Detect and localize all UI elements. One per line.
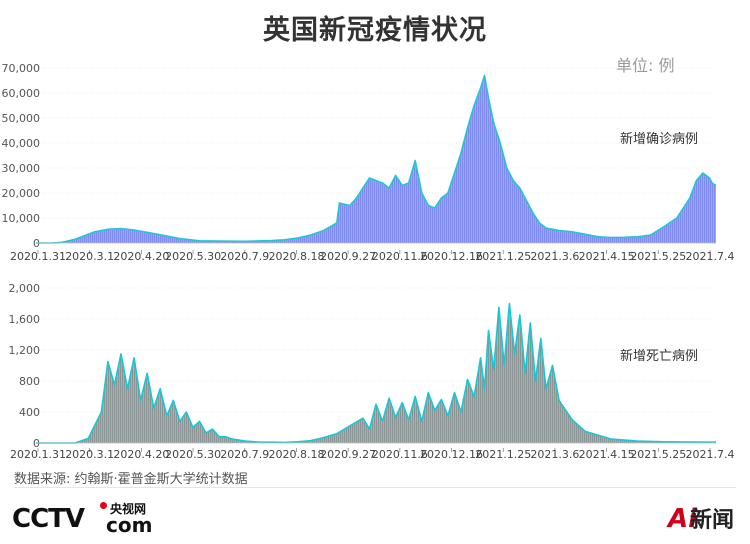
deaths-xtick-label: 2021.3.6 <box>530 448 579 461</box>
deaths-ytick-label: 2,000 <box>9 282 41 295</box>
cases-xtick-label: 2020.9.27 <box>320 250 376 263</box>
data-source-note: 数据来源: 约翰斯·霍普金斯大学统计数据 <box>14 472 248 487</box>
deaths-xtick-label: 2020.4.20 <box>113 448 169 461</box>
cases-ytick-label: 30,000 <box>2 162 41 175</box>
deaths-series-line <box>36 302 717 444</box>
cases-xtick-label: 2021.5.25 <box>630 250 686 263</box>
cases-ytick-label: 50,000 <box>2 112 41 125</box>
deaths-area <box>36 303 716 443</box>
deaths-xtick-label: 2020.9.27 <box>320 448 376 461</box>
cctv-com-label: com <box>106 513 153 537</box>
chart-title: 英国新冠疫情状况 <box>263 15 487 46</box>
deaths-ytick-label: 1,600 <box>9 313 41 326</box>
cases-xtick-label: 2020.11.6 <box>372 250 428 263</box>
deaths-xtick-label: 2021.5.25 <box>630 448 686 461</box>
ai-news-logo: Ai 新闻 <box>668 500 738 540</box>
cases-ytick-label: 70,000 <box>2 62 41 75</box>
ai-mark: Ai <box>668 504 698 534</box>
deaths-ytick-label: 400 <box>19 406 40 419</box>
cases-ytick-label: 20,000 <box>2 187 41 200</box>
deaths-ytick-label: 1,200 <box>9 344 41 357</box>
deaths-series-label: 新增死亡病例 <box>620 348 698 364</box>
deaths-xtick-label: 2020.11.6 <box>372 448 428 461</box>
deaths-xtick-label: 2020.12.16 <box>420 448 483 461</box>
deaths-xtick-label: 2020.5.30 <box>165 448 221 461</box>
cases-chart: 010,00020,00030,00040,00050,00060,00070,… <box>2 62 735 263</box>
charts-canvas: 010,00020,00030,00040,00050,00060,00070,… <box>2 62 735 461</box>
unit-label: 单位: 例 <box>616 56 675 75</box>
cases-series-label: 新增确诊病例 <box>620 131 698 147</box>
cases-ytick-label: 10,000 <box>2 212 41 225</box>
footer-divider <box>14 487 736 488</box>
cases-xtick-label: 2020.1.31 <box>10 250 66 263</box>
cases-xtick-label: 2021.3.6 <box>530 250 579 263</box>
cases-xtick-label: 2020.4.20 <box>113 250 169 263</box>
cases-xtick-label: 2021.1.25 <box>475 250 531 263</box>
cctv-cn-label: 央视网 <box>110 502 147 516</box>
deaths-ytick-label: 800 <box>19 375 40 388</box>
cases-xtick-label: 2020.3.1 <box>65 250 114 263</box>
cases-series-line <box>36 74 717 244</box>
cases-xtick-label: 2021.4.15 <box>579 250 635 263</box>
deaths-xtick-label: 2021.1.25 <box>475 448 531 461</box>
cases-xtick-label: 2020.8.18 <box>268 250 324 263</box>
cctv-dot-icon <box>100 502 107 509</box>
deaths-xtick-label: 2020.8.18 <box>268 448 324 461</box>
cctv-wordmark: CCTV <box>12 504 85 534</box>
deaths-xtick-label: 2021.7.4 <box>686 448 735 461</box>
cases-xtick-label: 2020.7.9 <box>220 250 269 263</box>
cctv-logo: CCTV 央视网 com <box>12 500 182 540</box>
cases-ytick-label: 40,000 <box>2 137 41 150</box>
deaths-xtick-label: 2020.1.31 <box>10 448 66 461</box>
cases-xtick-label: 2020.12.16 <box>420 250 483 263</box>
cases-area <box>36 75 716 243</box>
deaths-xtick-label: 2020.3.1 <box>65 448 114 461</box>
cases-xtick-label: 2020.5.30 <box>165 250 221 263</box>
ai-news-text: 新闻 <box>690 508 735 533</box>
deaths-xtick-label: 2021.4.15 <box>579 448 635 461</box>
cases-xtick-label: 2021.7.4 <box>686 250 735 263</box>
deaths-xtick-label: 2020.7.9 <box>220 448 269 461</box>
cases-ytick-label: 60,000 <box>2 87 41 100</box>
